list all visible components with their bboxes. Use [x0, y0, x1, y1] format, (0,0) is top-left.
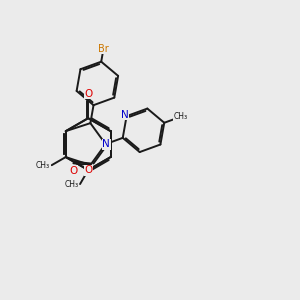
Text: N: N — [102, 139, 110, 149]
Text: O: O — [69, 166, 77, 176]
Text: CH₃: CH₃ — [64, 179, 79, 188]
Text: CH₃: CH₃ — [174, 112, 188, 121]
Text: Br: Br — [98, 44, 109, 54]
Text: CH₃: CH₃ — [36, 161, 50, 170]
Text: N: N — [121, 110, 129, 120]
Text: O: O — [84, 89, 92, 99]
Text: O: O — [84, 165, 92, 175]
